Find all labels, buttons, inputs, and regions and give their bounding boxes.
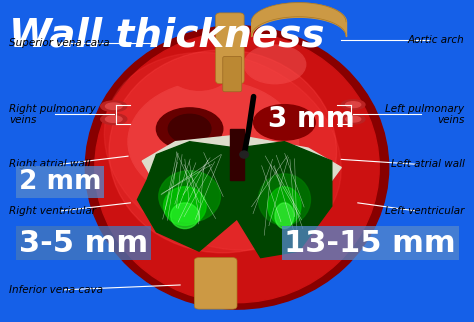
Ellipse shape — [100, 114, 127, 124]
Ellipse shape — [159, 171, 220, 222]
Ellipse shape — [341, 114, 365, 124]
Ellipse shape — [105, 116, 122, 122]
Text: Inferior vena cava: Inferior vena cava — [9, 285, 103, 295]
Text: Superior vena cava: Superior vena cava — [9, 38, 110, 49]
Ellipse shape — [244, 45, 306, 84]
Ellipse shape — [85, 26, 389, 309]
Text: Right pulmonary
veins: Right pulmonary veins — [9, 103, 96, 125]
Bar — [230, 129, 244, 180]
Polygon shape — [137, 142, 237, 251]
Ellipse shape — [100, 101, 127, 112]
Ellipse shape — [240, 151, 248, 158]
Text: 3-5 mm: 3-5 mm — [19, 229, 148, 258]
Ellipse shape — [341, 100, 365, 109]
Ellipse shape — [275, 203, 294, 229]
FancyBboxPatch shape — [223, 56, 242, 92]
Ellipse shape — [109, 50, 337, 253]
Ellipse shape — [164, 187, 206, 225]
Text: 3 mm: 3 mm — [268, 105, 355, 133]
Text: Right atrial wall: Right atrial wall — [9, 159, 91, 169]
Ellipse shape — [105, 103, 122, 109]
Ellipse shape — [258, 174, 310, 225]
FancyBboxPatch shape — [194, 258, 237, 309]
Text: Left pulmonary
veins: Left pulmonary veins — [385, 103, 465, 125]
Text: Aortic arch: Aortic arch — [408, 35, 465, 45]
Polygon shape — [142, 135, 341, 180]
Text: Right ventricular: Right ventricular — [9, 206, 97, 216]
Ellipse shape — [95, 32, 379, 303]
Ellipse shape — [168, 52, 230, 90]
Ellipse shape — [128, 81, 299, 203]
Ellipse shape — [346, 102, 361, 108]
Text: Left atrial wall: Left atrial wall — [391, 159, 465, 169]
Ellipse shape — [168, 114, 211, 143]
Text: 2 mm: 2 mm — [19, 169, 101, 195]
Text: 13-15 mm: 13-15 mm — [284, 229, 456, 258]
Text: Left ventricular: Left ventricular — [385, 206, 465, 216]
Ellipse shape — [156, 108, 223, 150]
Ellipse shape — [268, 187, 301, 225]
FancyBboxPatch shape — [216, 13, 244, 84]
Ellipse shape — [104, 52, 341, 250]
Ellipse shape — [171, 203, 199, 229]
Ellipse shape — [346, 116, 361, 122]
Polygon shape — [237, 142, 332, 258]
Text: Wall thickness: Wall thickness — [9, 16, 325, 54]
Ellipse shape — [254, 105, 315, 140]
